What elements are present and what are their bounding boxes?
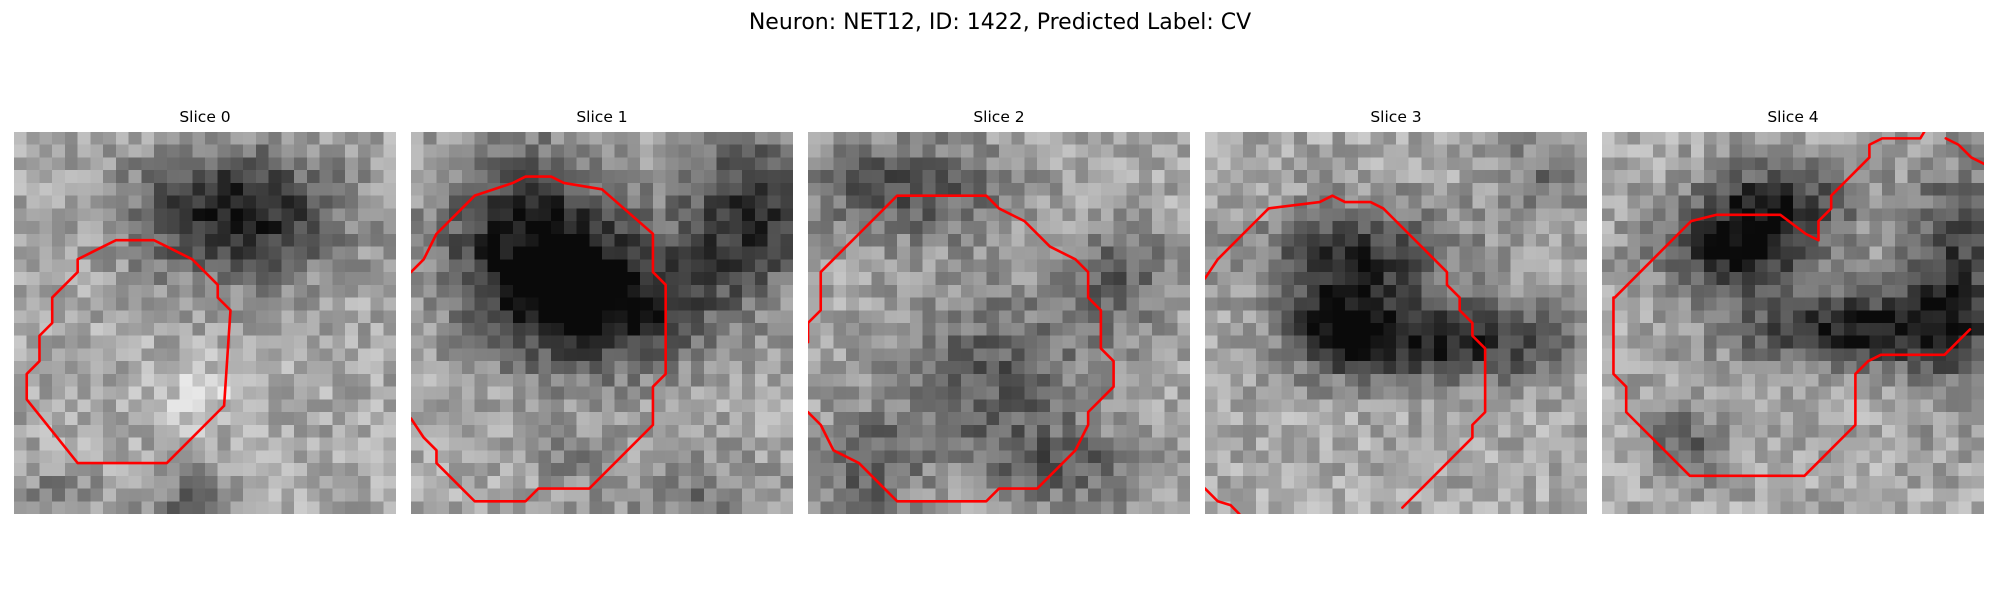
slice-title: Slice 4 (1767, 108, 1819, 126)
slice-image-0 (14, 132, 396, 514)
red-contour (1946, 138, 1984, 163)
slice-title: Slice 3 (1370, 108, 1422, 126)
slice-panel-4: Slice 4 (1602, 106, 1984, 514)
slice-image-4 (1602, 132, 1984, 514)
red-contour (1615, 132, 1924, 298)
red-contour (1205, 196, 1485, 508)
slice-title: Slice 1 (576, 108, 628, 126)
slice-title: Slice 0 (179, 108, 231, 126)
slice-image-1 (411, 132, 793, 514)
red-contour (808, 196, 1114, 502)
slice-panel-0: Slice 0 (14, 106, 396, 514)
slice-image-2 (808, 132, 1190, 514)
red-contour (411, 177, 666, 502)
red-contour (1205, 489, 1239, 514)
red-contour (1613, 298, 1970, 476)
red-contour (27, 240, 231, 463)
slice-panel-2: Slice 2 (808, 106, 1190, 514)
slice-panel-3: Slice 3 (1205, 106, 1587, 514)
slice-title: Slice 2 (973, 108, 1025, 126)
figure-title: Neuron: NET12, ID: 1422, Predicted Label… (748, 10, 1252, 35)
slice-image-3 (1205, 132, 1587, 514)
slice-panel-1: Slice 1 (411, 106, 793, 514)
